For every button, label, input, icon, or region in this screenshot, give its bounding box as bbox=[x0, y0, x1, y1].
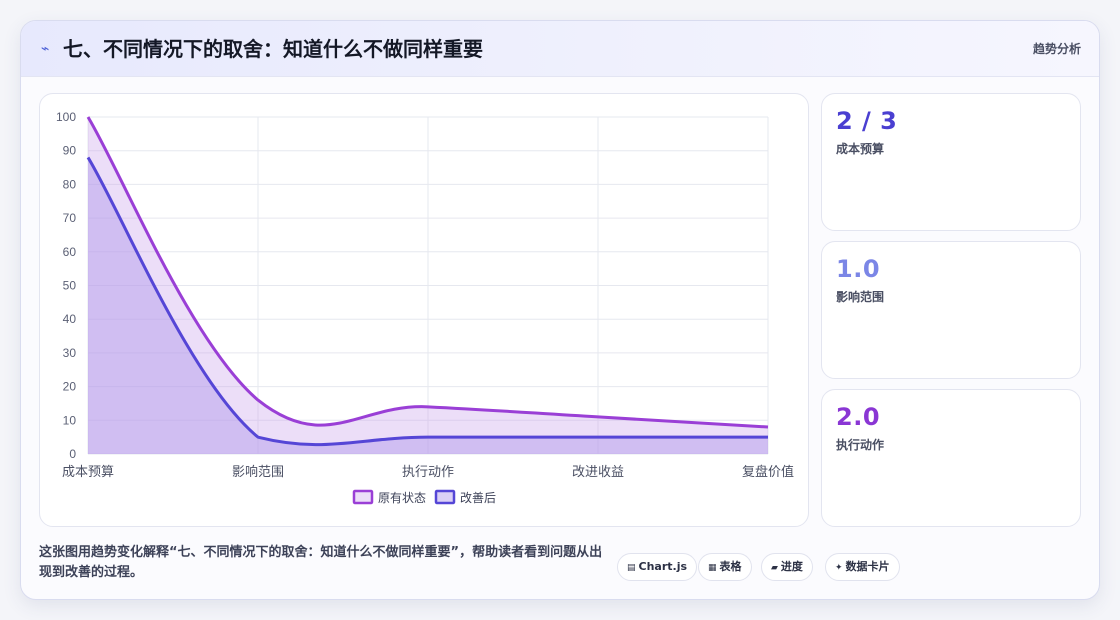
chip-label: Chart.js bbox=[638, 560, 688, 573]
header-tag: 趋势分析 bbox=[1032, 42, 1081, 56]
x-tick-label: 成本预算 bbox=[62, 465, 114, 480]
chip-label: 表格 bbox=[719, 560, 742, 573]
stat-card-1: 2 / 3 成本预算 bbox=[821, 93, 1081, 231]
chart-description: 这张图用趋势变化解释“七、不同情况下的取舍：知道什么不做同样重要”，帮助读者看到… bbox=[39, 545, 603, 580]
y-tick-label: 40 bbox=[63, 312, 77, 326]
y-tick-label: 60 bbox=[63, 245, 77, 259]
chip-label: 数据卡片 bbox=[845, 560, 890, 573]
stat-value: 1.0 bbox=[836, 255, 881, 283]
stat-label: 成本预算 bbox=[836, 142, 885, 156]
chip-chartjs[interactable]: ▤ Chart.js bbox=[617, 553, 698, 581]
y-tick-label: 80 bbox=[63, 177, 77, 191]
series-line bbox=[86, 156, 768, 447]
x-tick-label: 影响范围 bbox=[232, 464, 284, 480]
y-tick-label: 100 bbox=[56, 110, 76, 124]
y-tick-label: 0 bbox=[69, 447, 76, 461]
x-tick-label: 改进收益 bbox=[572, 465, 624, 480]
chart-panel: 0 10 20 30 40 50 60 70 80 90 100 成本预算 影响范围 执行动作 改进收益 复盘… bbox=[39, 93, 809, 527]
y-tick-label: 70 bbox=[63, 211, 77, 225]
y-tick-label: 90 bbox=[63, 144, 77, 158]
legend-label: 原有状态 bbox=[378, 491, 426, 505]
progress-icon: ▰ bbox=[771, 563, 778, 573]
series-line bbox=[86, 116, 769, 429]
line-chart: 0 10 20 30 40 50 60 70 80 90 100 成本预算 影响范围 执行动作 改进收益 复盘… bbox=[56, 110, 794, 505]
chip-table[interactable]: ▦ 表格 bbox=[698, 553, 752, 581]
x-tick-label: 执行动作 bbox=[402, 465, 454, 480]
table-icon: ▦ bbox=[708, 563, 717, 573]
card-header: ⌁ 七、不同情况下的取舍：知道什么不做同样重要 趋势分析 bbox=[21, 21, 1099, 77]
stat-card-3: 2.0 执行动作 bbox=[821, 389, 1081, 527]
series-area bbox=[88, 117, 768, 454]
y-tick-label: 10 bbox=[63, 413, 77, 427]
stat-card-2: 1.0 影响范围 bbox=[821, 241, 1081, 379]
chip-data-card[interactable]: ✦ 数据卡片 bbox=[825, 553, 900, 581]
stat-label: 执行动作 bbox=[836, 438, 885, 452]
chip-label: 进度 bbox=[780, 560, 803, 573]
main-card: ⌁ 七、不同情况下的取舍：知道什么不做同样重要 趋势分析 0 10 20 30 40 50… bbox=[20, 20, 1100, 600]
stat-value: 2.0 bbox=[836, 403, 881, 431]
legend-swatch bbox=[434, 489, 456, 505]
x-tick-label: 复盘价值 bbox=[742, 464, 794, 480]
stat-value: 2 / 3 bbox=[836, 107, 898, 135]
chip-progress[interactable]: ▰ 进度 bbox=[761, 553, 813, 581]
stat-label: 影响范围 bbox=[836, 290, 885, 304]
chart-line-icon: ⌁ bbox=[41, 41, 50, 57]
chart-icon: ▤ bbox=[627, 563, 636, 573]
legend-label: 改善后 bbox=[460, 490, 496, 505]
y-tick-label: 50 bbox=[63, 279, 77, 293]
y-tick-label: 20 bbox=[63, 380, 77, 394]
series-area bbox=[88, 157, 768, 454]
page-title: 七、不同情况下的取舍：知道什么不做同样重要 bbox=[63, 37, 483, 61]
y-tick-label: 30 bbox=[63, 346, 77, 360]
sparkle-icon: ✦ bbox=[835, 563, 843, 573]
legend-swatch bbox=[352, 489, 374, 505]
